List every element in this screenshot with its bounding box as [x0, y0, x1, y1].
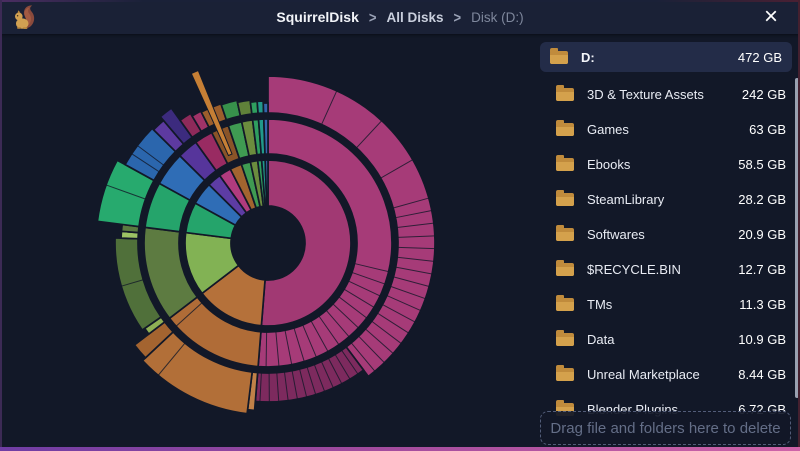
window-border-top: [0, 0, 800, 2]
squirrel-logo-icon: [15, 5, 35, 29]
delete-dropzone[interactable]: Drag file and folders here to delete: [540, 411, 791, 445]
list-item[interactable]: $RECYCLE.BIN 12.7 GB: [538, 252, 800, 287]
folder-name: Softwares: [587, 227, 645, 242]
folder-size: 28.2 GB: [738, 192, 786, 207]
folder-icon: [556, 120, 574, 136]
window-border-left: [0, 0, 2, 451]
folder-icon: [556, 85, 574, 101]
breadcrumb-app-title[interactable]: SquirrelDisk: [276, 9, 359, 25]
list-item[interactable]: 3D & Texture Assets 242 GB: [538, 77, 800, 112]
folder-name: Data: [587, 332, 615, 347]
folder-icon: [556, 260, 574, 276]
folder-name: D:: [581, 49, 595, 65]
folder-size: 12.7 GB: [738, 262, 786, 277]
breadcrumb-all-disks[interactable]: All Disks: [386, 9, 444, 25]
folder-icon: [556, 330, 574, 346]
dropzone-label: Drag file and folders here to delete: [550, 419, 781, 437]
breadcrumb-current-disk[interactable]: Disk (D:): [471, 9, 524, 25]
folder-size: 63 GB: [749, 122, 786, 137]
title-bar[interactable]: SquirrelDisk > All Disks > Disk (D:) ×: [0, 0, 800, 34]
scrollbar-thumb[interactable]: [795, 78, 799, 398]
disk-usage-sunburst[interactable]: [0, 34, 537, 451]
folder-size: 20.9 GB: [738, 227, 786, 242]
window-border-bottom: [0, 447, 800, 451]
folder-size: 58.5 GB: [738, 157, 786, 172]
list-item[interactable]: Games 63 GB: [538, 112, 800, 147]
folder-icon: [556, 190, 574, 206]
sunburst-chart-area: [0, 34, 537, 451]
list-item[interactable]: Ebooks 58.5 GB: [538, 147, 800, 182]
folder-size: 10.9 GB: [738, 332, 786, 347]
folder-icon: [556, 365, 574, 381]
folder-list-panel: D: 472 GB 3D & Texture Assets 242 GB Games 63…: [538, 34, 800, 451]
list-item[interactable]: TMs 11.3 GB: [538, 287, 800, 322]
list-item[interactable]: SteamLibrary 28.2 GB: [538, 182, 800, 217]
list-item[interactable]: Softwares 20.9 GB: [538, 217, 800, 252]
folder-name: SteamLibrary: [587, 192, 665, 207]
folder-size: 8.44 GB: [738, 367, 786, 382]
folder-name: $RECYCLE.BIN: [587, 262, 681, 277]
folder-name: TMs: [587, 297, 613, 312]
folder-name: Ebooks: [587, 157, 631, 172]
close-icon: ×: [763, 3, 778, 30]
folder-icon: [550, 47, 568, 64]
folder-icon: [556, 295, 574, 311]
folder-size: 11.3 GB: [739, 297, 786, 312]
folder-name: Games: [587, 122, 629, 137]
folder-icon: [556, 225, 574, 241]
folder-size: 242 GB: [741, 87, 786, 102]
window-border-right: [798, 0, 800, 451]
list-item[interactable]: Unreal Marketplace 8.44 GB: [538, 357, 800, 392]
folder-name: 3D & Texture Assets: [587, 87, 704, 102]
file-list: D: 472 GB 3D & Texture Assets 242 GB Games 63…: [538, 42, 800, 451]
list-item[interactable]: D: 472 GB: [540, 42, 792, 72]
folder-name: Unreal Marketplace: [587, 367, 700, 382]
folder-icon: [556, 155, 574, 171]
folder-size: 472 GB: [737, 49, 782, 65]
close-button[interactable]: ×: [754, 0, 788, 34]
chevron-right-icon: >: [368, 8, 377, 26]
scrollbar[interactable]: [795, 78, 799, 438]
chevron-right-icon: >: [453, 8, 462, 26]
breadcrumb: SquirrelDisk > All Disks > Disk (D:): [276, 8, 524, 26]
list-item[interactable]: Data 10.9 GB: [538, 322, 800, 357]
